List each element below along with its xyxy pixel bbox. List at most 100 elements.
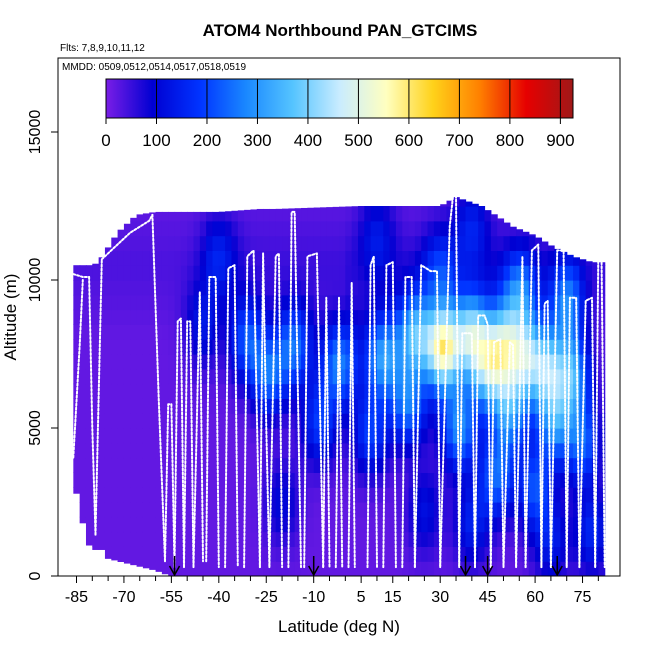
heatmap-cell xyxy=(79,324,87,340)
heatmap-cell xyxy=(503,354,511,370)
heatmap-cell xyxy=(339,235,346,251)
heatmap-cell xyxy=(541,457,549,473)
heatmap-cell xyxy=(509,309,517,325)
heatmap-cell xyxy=(130,280,138,296)
heatmap-cell xyxy=(130,502,138,518)
heatmap-cell xyxy=(465,368,473,385)
heatmap-cell xyxy=(427,383,435,399)
heatmap-cell xyxy=(440,383,448,399)
heatmap-cell xyxy=(541,561,549,576)
heatmap-cell xyxy=(465,398,473,414)
heatmap-cell xyxy=(509,546,517,562)
heatmap-cell xyxy=(345,561,353,576)
heatmap-cell xyxy=(528,398,536,414)
heatmap-cell xyxy=(269,502,277,518)
x-tick-label: -85 xyxy=(65,589,88,606)
heatmap-cell xyxy=(275,235,283,251)
heatmap-cell xyxy=(320,398,327,414)
heatmap-cell xyxy=(206,546,214,562)
heatmap-cell xyxy=(579,294,587,311)
heatmap-cell xyxy=(592,324,599,340)
heatmap-cell xyxy=(149,398,157,414)
heatmap-cell xyxy=(149,428,157,444)
heatmap-cell xyxy=(345,368,353,385)
heatmap-cell xyxy=(395,516,403,533)
heatmap-cell xyxy=(218,428,226,444)
heatmap-cell xyxy=(592,413,599,429)
heatmap-cell xyxy=(452,561,460,576)
heatmap-cell xyxy=(307,546,315,562)
heatmap-cell xyxy=(104,368,112,385)
heatmap-cell xyxy=(250,209,258,222)
heatmap-cell xyxy=(503,280,511,296)
heatmap-cell xyxy=(111,516,119,533)
heatmap-cell xyxy=(516,265,524,281)
heatmap-cell xyxy=(395,250,403,266)
heatmap-cell xyxy=(180,280,188,296)
heatmap-cell xyxy=(376,250,384,266)
flight-track xyxy=(164,403,176,569)
heatmap-cell xyxy=(288,383,296,399)
heatmap-cell xyxy=(566,383,574,399)
flight-track xyxy=(439,193,461,569)
flight-track xyxy=(413,264,442,569)
heatmap-cell xyxy=(357,472,365,488)
heatmap-cell xyxy=(231,413,239,429)
heatmap-cell xyxy=(376,354,384,370)
heatmap-cell xyxy=(237,220,245,237)
heatmap-cell xyxy=(218,398,226,414)
flight-track xyxy=(382,261,397,569)
heatmap-cell xyxy=(288,487,296,503)
heatmap-cell xyxy=(313,398,321,414)
heatmap-cell xyxy=(389,502,397,518)
heatmap-cell xyxy=(345,294,353,311)
heatmap-cell xyxy=(187,280,195,296)
heatmap-cell xyxy=(339,487,346,503)
heatmap-cell xyxy=(421,354,429,370)
heatmap-cell xyxy=(130,457,138,473)
heatmap-cell xyxy=(503,546,511,562)
heatmap-cell xyxy=(332,354,340,370)
heatmap-cell xyxy=(320,442,327,459)
heatmap-cell xyxy=(149,324,157,340)
heatmap-cell xyxy=(351,354,359,370)
heatmap-cell xyxy=(231,457,239,473)
heatmap-cell xyxy=(585,294,593,311)
heatmap-cell xyxy=(497,280,505,296)
heatmap-cell xyxy=(294,457,302,473)
heatmap-cell xyxy=(357,442,365,459)
heatmap-cell xyxy=(130,309,138,325)
heatmap-cell xyxy=(320,339,327,355)
heatmap-cell xyxy=(237,339,245,355)
heatmap-cell xyxy=(174,265,182,281)
heatmap-cell xyxy=(408,383,416,399)
heatmap-cell xyxy=(446,383,454,399)
heatmap-cell xyxy=(528,294,536,311)
heatmap-cell xyxy=(193,220,201,237)
heatmap-cell xyxy=(598,413,606,429)
heatmap-cell xyxy=(307,368,315,385)
heatmap-cell xyxy=(123,235,131,251)
heatmap-cell xyxy=(92,280,100,296)
heatmap-cell xyxy=(73,265,81,281)
heatmap-cell xyxy=(225,457,233,473)
heatmap-cell xyxy=(402,250,410,266)
heatmap-cell xyxy=(490,265,498,281)
heatmap-cell xyxy=(389,383,397,399)
heatmap-cell xyxy=(104,294,112,311)
heatmap-cell xyxy=(294,235,302,251)
heatmap-cell xyxy=(383,442,391,459)
heatmap-cell xyxy=(218,339,226,355)
heatmap-cell xyxy=(528,309,536,325)
heatmap-cell xyxy=(351,472,359,488)
heatmap-cell xyxy=(389,487,397,503)
heatmap-cell xyxy=(547,339,555,355)
heatmap-cell xyxy=(465,250,473,266)
heatmap-cell xyxy=(389,235,397,251)
heatmap-cell xyxy=(136,324,144,340)
heatmap-cell xyxy=(427,398,435,414)
heatmap-cell xyxy=(142,457,150,473)
heatmap-cell xyxy=(130,546,138,562)
heatmap-cell xyxy=(421,487,429,503)
heatmap-cell xyxy=(598,531,606,547)
